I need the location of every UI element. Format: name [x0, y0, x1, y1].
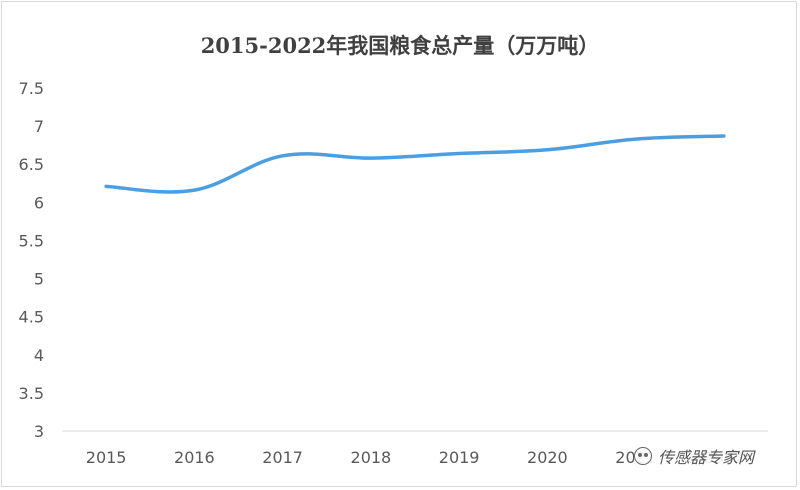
x-tick-label: 2018 — [351, 448, 392, 467]
watermark-text: 传感器专家网 — [658, 448, 755, 467]
x-tick-label: 2016 — [174, 448, 215, 467]
x-tick-label: 2019 — [439, 448, 480, 467]
x-tick-label: 2015 — [86, 448, 127, 467]
y-tick-label: 6 — [34, 193, 44, 212]
y-tick-label: 4 — [34, 346, 44, 365]
x-tick-label: 2020 — [527, 448, 568, 467]
y-tick-label: 3.5 — [19, 384, 44, 403]
y-tick-label: 4.5 — [19, 308, 44, 327]
series-layer — [104, 134, 726, 194]
y-tick-label: 3 — [34, 422, 44, 441]
y-tick-label: 5.5 — [19, 231, 44, 250]
x-tick-label: 2017 — [262, 448, 303, 467]
wechat-icon — [634, 447, 652, 465]
y-tick-label: 7 — [34, 117, 44, 136]
y-tick-label: 6.5 — [19, 155, 44, 174]
chart-title: 2015-2022年我国粮食总产量（万万吨） — [200, 33, 600, 58]
y-axis: 3 3.5 4 4.5 5 5.5 6 6.5 7 7.5 — [19, 79, 44, 441]
watermark: 传感器专家网 — [634, 444, 792, 468]
y-tick-label: 5 — [34, 270, 44, 289]
y-tick-label: 7.5 — [19, 79, 44, 98]
series-line — [104, 134, 726, 194]
x-axis: 20152016201720182019202020212022 — [62, 430, 768, 467]
